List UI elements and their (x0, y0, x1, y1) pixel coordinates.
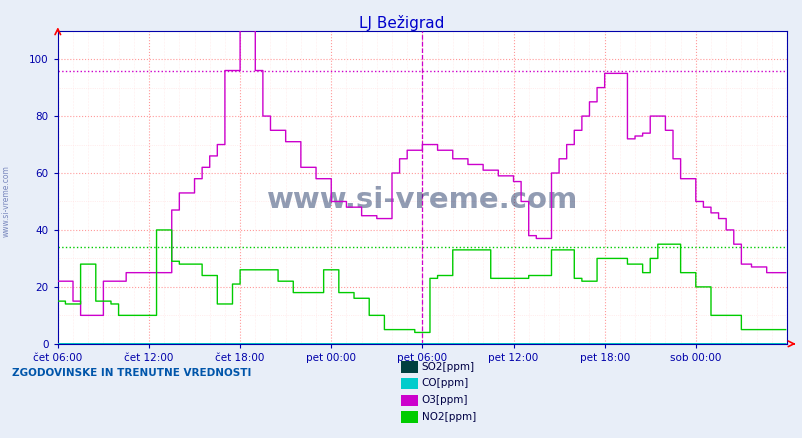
Text: SO2[ppm]: SO2[ppm] (421, 362, 474, 371)
Text: www.si-vreme.com: www.si-vreme.com (266, 186, 577, 214)
Text: O3[ppm]: O3[ppm] (421, 395, 468, 405)
Text: NO2[ppm]: NO2[ppm] (421, 412, 476, 421)
Text: CO[ppm]: CO[ppm] (421, 378, 468, 388)
Text: LJ Bežigrad: LJ Bežigrad (358, 15, 444, 32)
Text: ZGODOVINSKE IN TRENUTNE VREDNOSTI: ZGODOVINSKE IN TRENUTNE VREDNOSTI (12, 368, 251, 378)
Text: www.si-vreme.com: www.si-vreme.com (2, 166, 11, 237)
